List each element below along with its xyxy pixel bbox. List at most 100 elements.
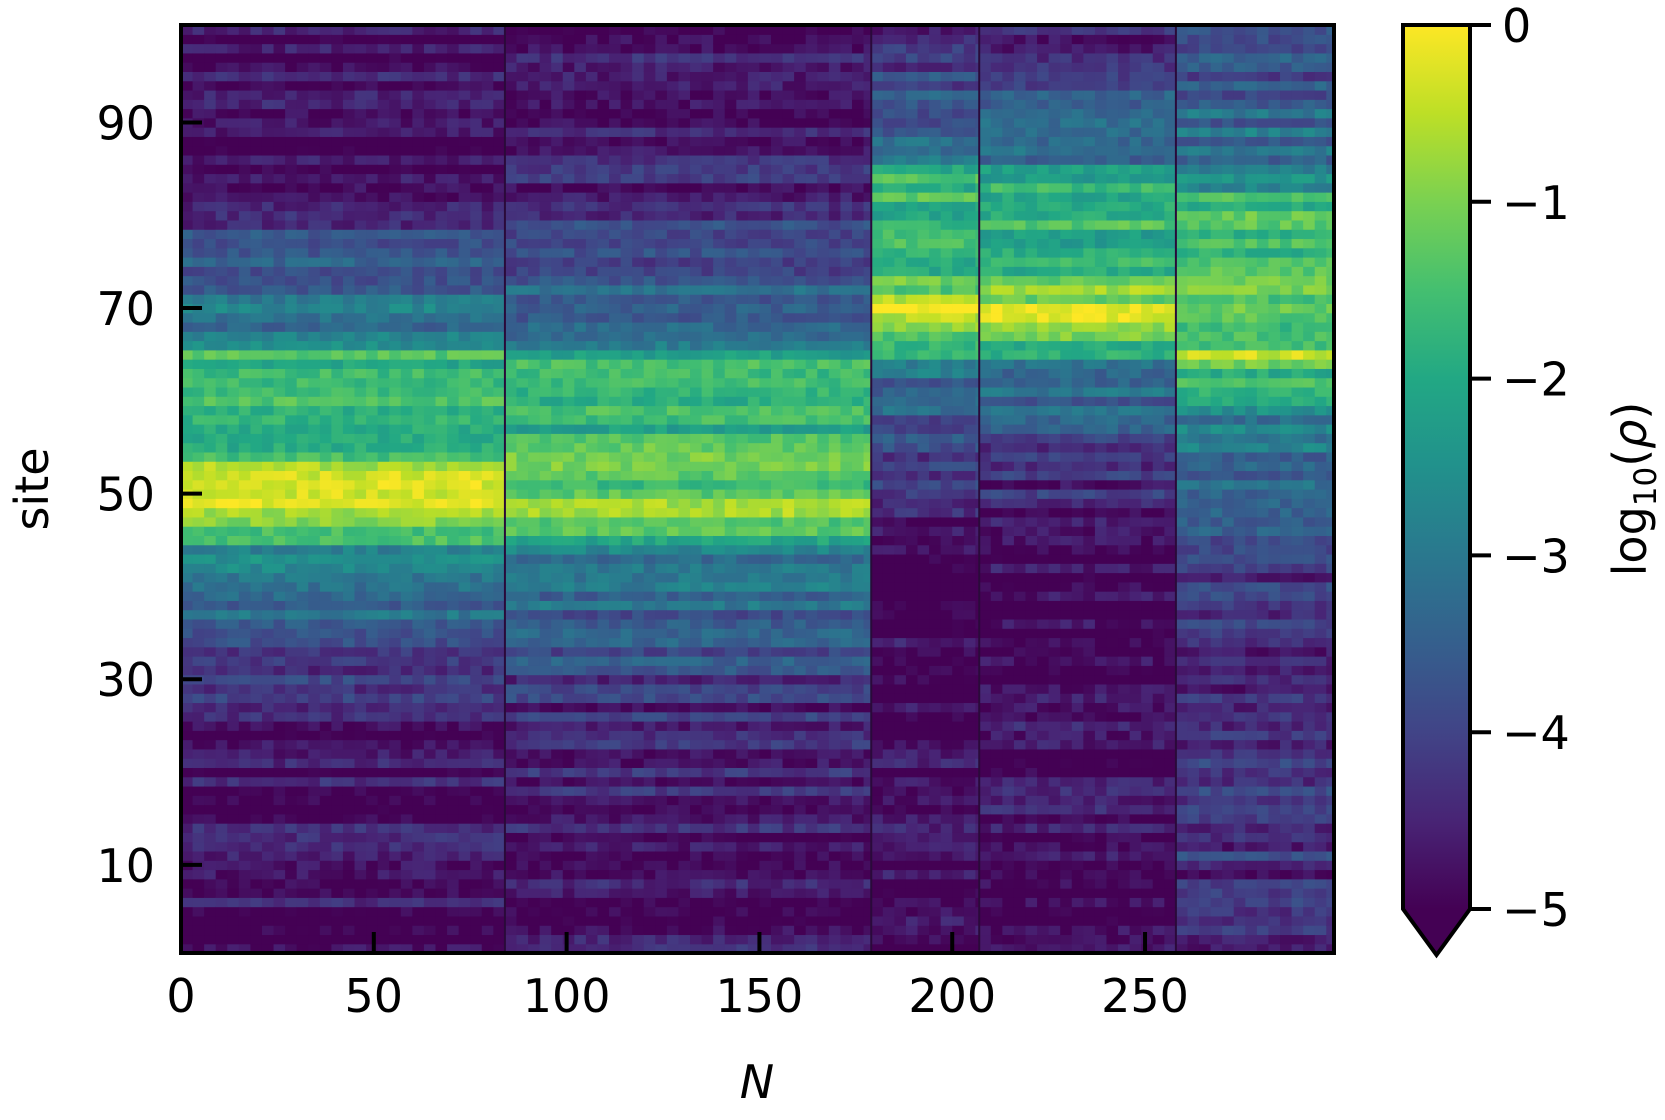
heatmap-cell [481,507,494,518]
heatmap-cell [632,257,645,267]
heatmap-cell [273,451,286,462]
heatmap-cell [354,841,367,852]
heatmap-cell [470,711,483,722]
heatmap-cell [574,544,587,555]
heatmap-cell [331,572,344,583]
heatmap-cell [354,331,367,342]
heatmap-cell [724,850,737,861]
heatmap-cell [736,572,749,583]
heatmap-cell [551,637,564,648]
heatmap-cell [319,776,332,787]
heatmap-cell [539,424,552,434]
heatmap-cell [192,683,205,694]
heatmap-cell [690,405,703,416]
heatmap-cell [655,247,668,258]
heatmap-cell [724,210,737,221]
heatmap-cell [736,321,749,332]
heatmap-cell [435,730,448,741]
heatmap-cell [308,377,321,388]
heatmap-cell [366,52,379,63]
heatmap-cell [192,878,205,889]
heatmap-cell [192,888,205,898]
heatmap-cell [574,192,587,202]
heatmap-cell [285,563,298,574]
heatmap-cell [643,804,656,815]
heatmap-cell [481,154,494,165]
heatmap-cell [736,785,749,796]
heatmap-cell [285,628,298,639]
heatmap-cell [238,535,252,546]
heatmap-cell [678,776,691,787]
heatmap-cell [620,656,633,666]
heatmap-cell [204,25,217,35]
heatmap-cell [204,442,217,453]
heatmap-cell [528,219,541,230]
heatmap-cell [296,628,309,639]
heatmap-cell [238,646,252,657]
heatmap-cell [539,321,552,332]
heatmap-cell [539,331,552,342]
heatmap-cell [238,832,252,843]
heatmap-cell [539,489,552,499]
heatmap-cell [736,154,749,165]
heatmap-cell [261,247,275,258]
heatmap-cell [366,71,379,82]
heatmap-cell [528,711,541,722]
heatmap-cell [331,145,344,156]
heatmap-cell [296,210,309,221]
heatmap-cell [296,424,309,434]
heatmap-cell [331,915,344,926]
heatmap-cell [308,52,321,63]
heatmap-cell [551,721,564,731]
heatmap-cell [204,878,217,889]
heatmap-cell [285,396,298,407]
heatmap-cell [481,869,494,880]
heatmap-cell [447,878,460,889]
heatmap-cell [551,618,564,629]
heatmap-cell [273,618,286,629]
heatmap-cell [713,377,726,388]
heatmap-cell [597,572,610,583]
heatmap-cell [666,52,680,63]
heatmap-cell [238,173,252,184]
heatmap-cell [192,785,205,796]
heatmap-cell [597,321,610,332]
heatmap-cell [215,266,228,277]
heatmap-cell [227,294,240,304]
heatmap-cell [319,479,332,490]
heatmap-cell [319,424,332,434]
heatmap-cell [319,628,332,639]
heatmap-cell [250,164,263,175]
heatmap-cell [481,405,494,416]
heatmap-cell [192,767,205,778]
heatmap-cell [366,563,379,574]
heatmap-cell [678,804,691,815]
heatmap-cell [666,785,680,796]
heatmap-cell [585,600,599,611]
heatmap-cell [296,275,309,286]
heatmap-cell [620,108,633,119]
heatmap-cell [609,386,622,397]
heatmap-cell [400,591,413,601]
heatmap-cell [238,80,252,91]
heatmap-cell [331,368,344,379]
heatmap-cells [181,25,1334,953]
heatmap-cell [389,266,402,277]
heatmap-cell [273,247,286,258]
heatmap-cell [678,683,691,694]
heatmap-cell [447,257,460,267]
heatmap-cell [366,711,379,722]
heatmap-cell [690,340,703,351]
heatmap-cell [366,628,379,639]
heatmap-cell [481,377,494,388]
heatmap-cell [539,646,552,657]
heatmap-cell [389,776,402,787]
heatmap-cell [354,108,367,119]
heatmap-cell [412,321,425,332]
heatmap-cell [690,646,703,657]
heatmap-cell [632,294,645,304]
heatmap-cell [227,89,240,100]
heatmap-cell [620,164,633,175]
heatmap-cell [736,89,749,100]
heatmap-cell [285,349,298,360]
